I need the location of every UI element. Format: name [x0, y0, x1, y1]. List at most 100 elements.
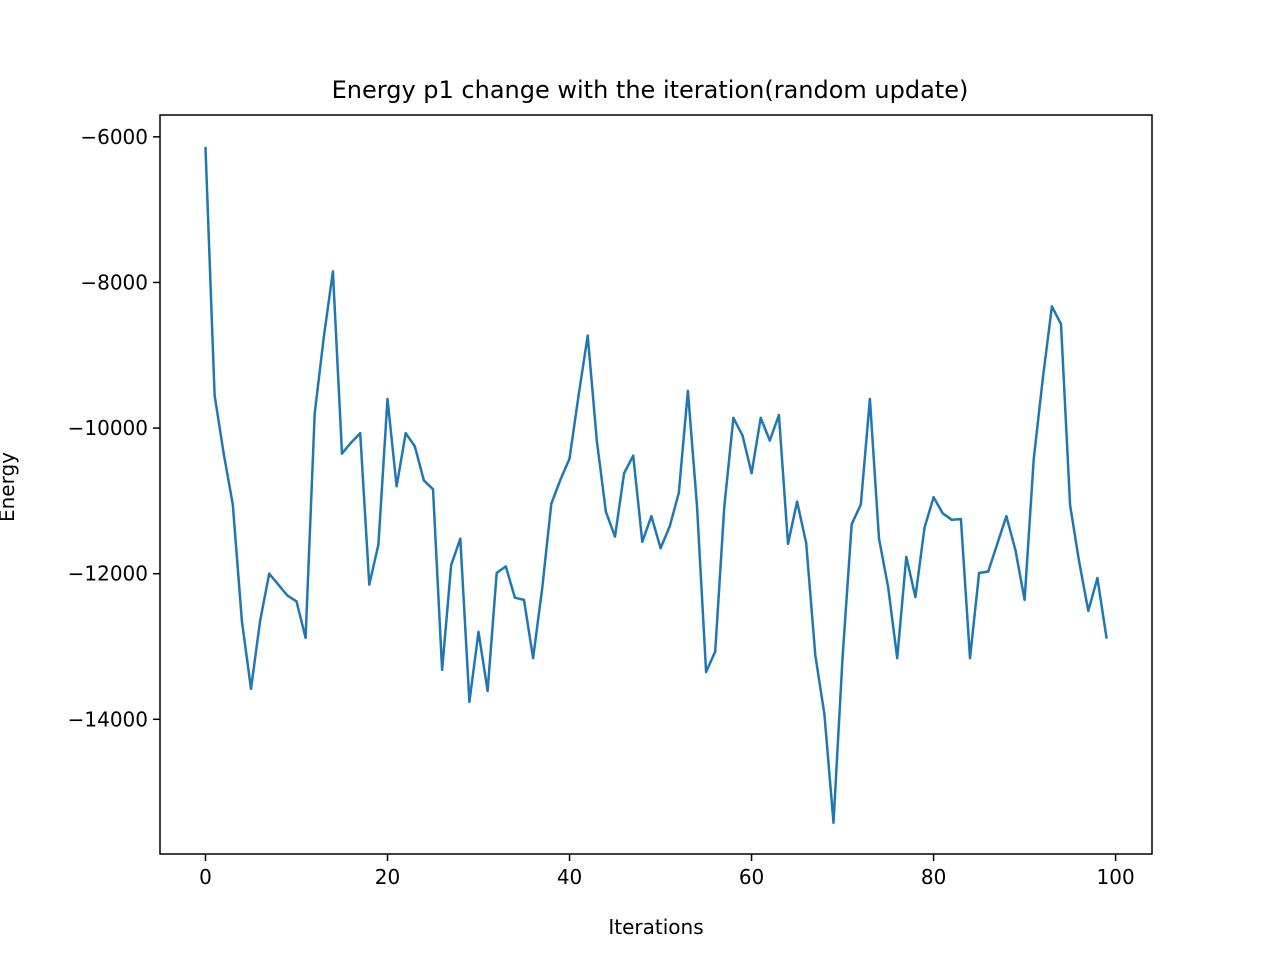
- data-point: [504, 565, 507, 568]
- data-point: [450, 563, 453, 567]
- data-point: [1023, 598, 1026, 602]
- data-point: [941, 512, 944, 515]
- data-point: [577, 394, 580, 397]
- data-point: [550, 502, 553, 505]
- data-point: [641, 540, 644, 543]
- data-point: [841, 655, 844, 658]
- data-point: [522, 598, 526, 602]
- data-point: [723, 505, 726, 508]
- data-point: [340, 452, 344, 455]
- data-point: [996, 542, 999, 545]
- data-point: [1105, 636, 1108, 639]
- data-point: [987, 570, 990, 573]
- data-point: [896, 656, 899, 660]
- x-tick-label: 20: [375, 865, 400, 889]
- data-point: [440, 668, 444, 671]
- data-point: [650, 515, 653, 518]
- data-point: [750, 472, 753, 475]
- data-point: [905, 555, 908, 559]
- data-point: [213, 394, 216, 397]
- data-point: [258, 619, 262, 623]
- x-tick-label: 40: [557, 865, 582, 889]
- data-point: [741, 434, 744, 437]
- data-point: [877, 537, 881, 540]
- data-point: [495, 571, 498, 575]
- data-point: [349, 441, 353, 444]
- data-point: [613, 535, 617, 538]
- data-point: [313, 412, 316, 415]
- data-point: [395, 485, 398, 488]
- data-point: [1014, 549, 1017, 552]
- data-point: [331, 270, 335, 273]
- data-point: [568, 457, 571, 460]
- y-tick-label: −12000: [68, 562, 148, 586]
- x-tick-label: 0: [199, 865, 212, 889]
- data-point: [359, 432, 362, 435]
- data-point: [286, 594, 289, 597]
- x-axis-label: Iterations: [608, 915, 703, 939]
- data-point: [304, 636, 307, 639]
- data-point: [422, 479, 426, 482]
- data-point: [586, 334, 589, 337]
- data-point: [968, 656, 972, 660]
- data-point: [595, 439, 598, 442]
- data-point: [768, 439, 771, 442]
- data-point: [777, 413, 781, 417]
- data-point: [1068, 504, 1072, 507]
- data-point: [377, 543, 380, 546]
- data-point: [268, 572, 271, 575]
- data-point: [513, 596, 517, 599]
- data-point: [786, 542, 790, 545]
- data-point: [714, 650, 717, 653]
- data-point: [1059, 322, 1063, 326]
- data-point: [231, 503, 234, 506]
- data-point: [632, 454, 635, 457]
- y-tick-label: −6000: [80, 125, 148, 149]
- data-point: [541, 587, 544, 590]
- x-tick-label: 100: [1097, 865, 1135, 889]
- y-tick-label: −10000: [68, 416, 148, 440]
- data-point: [1032, 458, 1035, 461]
- chart-title: Energy p1 change with the iteration(rand…: [332, 76, 969, 104]
- data-point: [1050, 305, 1054, 308]
- data-point: [977, 571, 981, 575]
- data-point: [668, 525, 671, 528]
- y-tick-label: −8000: [80, 270, 148, 294]
- data-point: [1005, 515, 1008, 518]
- data-point: [222, 452, 225, 455]
- data-point: [1087, 609, 1090, 612]
- data-point: [1096, 576, 1099, 580]
- data-point: [659, 547, 662, 550]
- data-point: [795, 500, 799, 503]
- data-point: [486, 689, 489, 693]
- data-point: [850, 523, 853, 526]
- data-point: [249, 687, 253, 690]
- data-point: [923, 526, 926, 529]
- data-point: [468, 700, 471, 703]
- data-point: [805, 541, 808, 545]
- data-point: [477, 630, 480, 634]
- data-point: [823, 713, 826, 716]
- data-point: [622, 472, 626, 475]
- data-point: [1041, 377, 1045, 380]
- data-point: [459, 537, 462, 540]
- data-point: [413, 445, 416, 448]
- data-point: [277, 583, 280, 586]
- data-point: [732, 416, 735, 420]
- data-point: [240, 619, 244, 623]
- data-point: [295, 600, 298, 603]
- data-point: [704, 670, 708, 674]
- data-point: [959, 517, 963, 521]
- data-point: [859, 503, 862, 506]
- data-point: [950, 518, 953, 521]
- y-tick-label: −14000: [68, 707, 148, 731]
- data-point: [559, 478, 562, 481]
- x-tick-label: 80: [921, 865, 946, 889]
- series-line: [204, 147, 1108, 824]
- data-point: [604, 510, 608, 513]
- data-point: [932, 496, 935, 499]
- data-point: [832, 821, 835, 824]
- data-point: [695, 504, 699, 508]
- data-point: [431, 488, 435, 491]
